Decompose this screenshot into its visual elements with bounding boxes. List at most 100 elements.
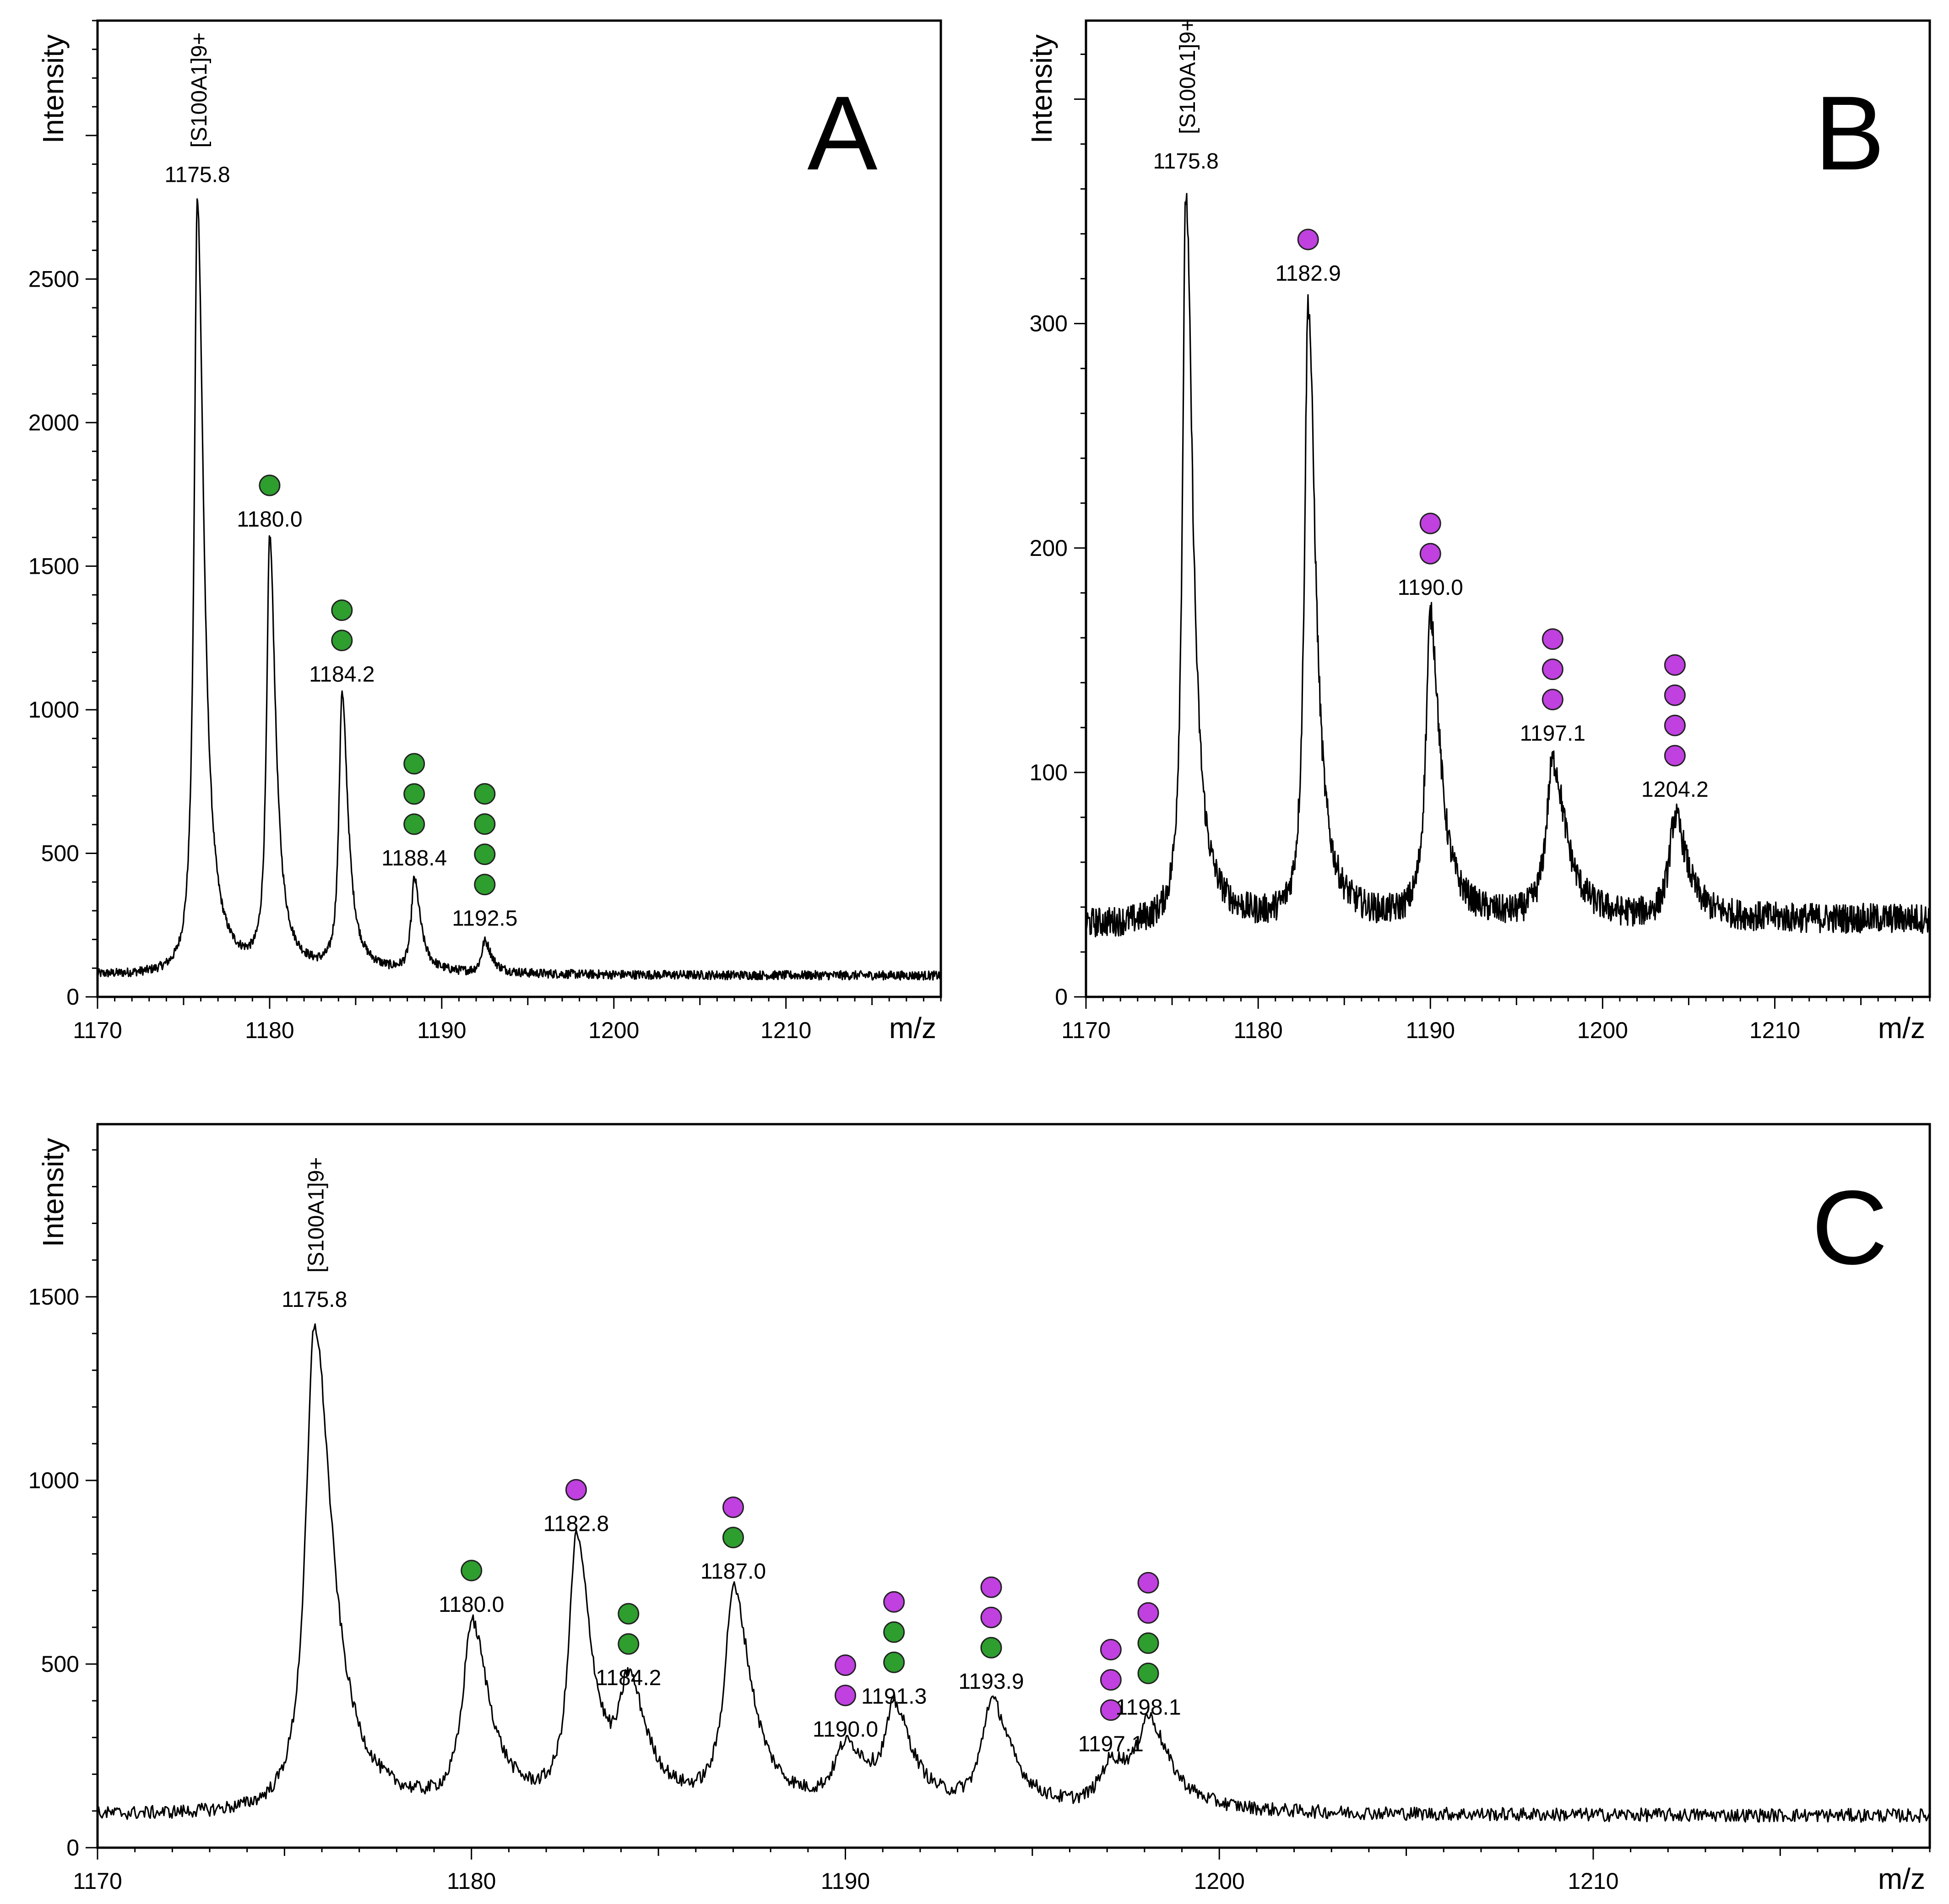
ion-label: [S100A1]9+ <box>1176 19 1200 134</box>
peak-label: 1192.5 <box>452 907 517 931</box>
y-tick-label: 0 <box>66 1835 79 1860</box>
glycan-marker <box>565 1479 587 1501</box>
x-tick-label: 1190 <box>1406 1017 1455 1043</box>
glycan-marker <box>403 813 425 835</box>
glycan-marker <box>1664 714 1686 736</box>
y-tick-label: 500 <box>41 840 79 866</box>
glycan-marker <box>259 474 281 496</box>
x-tick-label: 1170 <box>1061 1017 1111 1043</box>
peak-label: 1184.2 <box>309 663 375 687</box>
y-tick-label: 200 <box>1030 535 1068 561</box>
peak-label: 1197.1 <box>1078 1732 1144 1757</box>
glycan-marker <box>331 630 353 652</box>
glycan-marker <box>1100 1639 1122 1661</box>
chart-panel-a: 1170 1180 1190 1200 1210 0 500 1000 1500 2000 2500… <box>28 19 942 1044</box>
peak-label: 1193.9 <box>958 1670 1024 1694</box>
x-tick-label: 1190 <box>821 1868 870 1894</box>
peak-label: 1197.1 <box>1520 722 1585 746</box>
glycan-marker <box>834 1654 856 1676</box>
glycan-marker <box>1137 1632 1159 1654</box>
glycan-marker <box>980 1576 1002 1598</box>
glycan-marker <box>980 1606 1002 1628</box>
spectrum-trace <box>1085 193 1931 938</box>
glycan-marker <box>1419 543 1441 565</box>
spectrum-trace <box>97 198 942 981</box>
y-axis-title: Intensity <box>37 34 70 143</box>
x-tick-label: 1180 <box>245 1017 294 1043</box>
y-tick-label: 300 <box>1030 311 1068 337</box>
glycan-marker <box>722 1527 744 1549</box>
peak-label: 1184.2 <box>596 1666 661 1690</box>
glycan-marker <box>834 1684 856 1706</box>
glycan-marker <box>618 1603 640 1625</box>
glycan-marker <box>1664 745 1686 767</box>
panel-letter: A <box>807 74 877 192</box>
glycan-marker <box>883 1621 905 1643</box>
y-axis-title: Intensity <box>1025 34 1058 143</box>
y-tick-label: 2500 <box>28 266 79 292</box>
x-axis-title: m/z <box>1878 1012 1925 1044</box>
y-tick-label: 1500 <box>28 553 79 579</box>
y-tick-label: 500 <box>41 1651 79 1677</box>
glycan-marker <box>1542 689 1564 711</box>
x-axis-title: m/z <box>1878 1862 1925 1895</box>
panel-letter: B <box>1814 74 1884 192</box>
x-tick-label: 1180 <box>1233 1017 1283 1043</box>
x-tick-label: 1190 <box>417 1017 467 1043</box>
glycan-marker <box>474 783 496 805</box>
glycan-marker <box>1419 512 1441 534</box>
y-tick-label: 100 <box>1030 760 1068 785</box>
glycan-marker <box>1137 1602 1159 1624</box>
spectrum-trace <box>97 1323 1931 1823</box>
peak-label: 1190.0 <box>1398 576 1463 600</box>
x-tick-label: 1200 <box>1577 1017 1628 1043</box>
x-tick-label: 1210 <box>760 1017 811 1043</box>
panel-letter: C <box>1812 1169 1888 1286</box>
glycan-marker <box>618 1633 640 1655</box>
glycan-marker <box>1137 1662 1159 1684</box>
glycan-marker <box>461 1560 483 1582</box>
y-tick-label: 1500 <box>28 1284 79 1310</box>
ion-label: [S100A1]9+ <box>187 32 212 147</box>
y-tick-label: 0 <box>1055 984 1068 1010</box>
plot-frame <box>1085 19 1931 998</box>
y-tick-label: 2000 <box>28 410 79 435</box>
peak-label: 1180.0 <box>237 507 302 532</box>
glycan-marker <box>1664 654 1686 676</box>
peak-label: 1182.9 <box>1276 261 1341 286</box>
glycan-marker <box>474 813 496 835</box>
peak-label: 1198.1 <box>1115 1695 1181 1719</box>
ion-label: [S100A1]9+ <box>304 1157 329 1273</box>
glycan-marker <box>403 753 425 775</box>
glycan-marker <box>1542 628 1564 650</box>
x-tick-label: 1200 <box>1194 1868 1245 1894</box>
peak-label: 1187.0 <box>700 1560 766 1584</box>
peak-label: 1188.4 <box>381 846 447 870</box>
x-tick-label: 1170 <box>73 1868 122 1894</box>
glycan-marker <box>1137 1572 1159 1594</box>
peak-label: 1191.3 <box>861 1684 927 1708</box>
peak-label: 1175.8 <box>164 163 230 187</box>
glycan-marker <box>474 874 496 896</box>
chart-panel-b: 1170 1180 1190 1200 1210 0 100 200 300 m/z Intensi… <box>1025 19 1931 1044</box>
peak-label: 1180.0 <box>439 1593 504 1617</box>
glycan-marker <box>474 843 496 865</box>
peak-label: 1175.8 <box>282 1288 347 1312</box>
glycan-marker <box>331 599 353 621</box>
peak-label: 1204.2 <box>1641 778 1709 802</box>
glycan-marker <box>1100 1669 1122 1691</box>
y-tick-label: 1000 <box>28 697 79 723</box>
glycan-marker <box>1664 684 1686 706</box>
glycan-marker <box>1297 228 1319 250</box>
glycan-marker <box>722 1496 744 1518</box>
x-tick-label: 1200 <box>588 1017 639 1043</box>
peak-label: 1175.8 <box>1153 149 1219 174</box>
x-tick-label: 1210 <box>1749 1017 1800 1043</box>
glycan-marker <box>403 783 425 805</box>
glycan-marker <box>1542 658 1564 680</box>
x-axis-title: m/z <box>889 1012 936 1044</box>
y-axis-title: Intensity <box>37 1138 70 1247</box>
x-tick-label: 1180 <box>447 1868 496 1894</box>
plot-frame <box>96 1123 1931 1849</box>
